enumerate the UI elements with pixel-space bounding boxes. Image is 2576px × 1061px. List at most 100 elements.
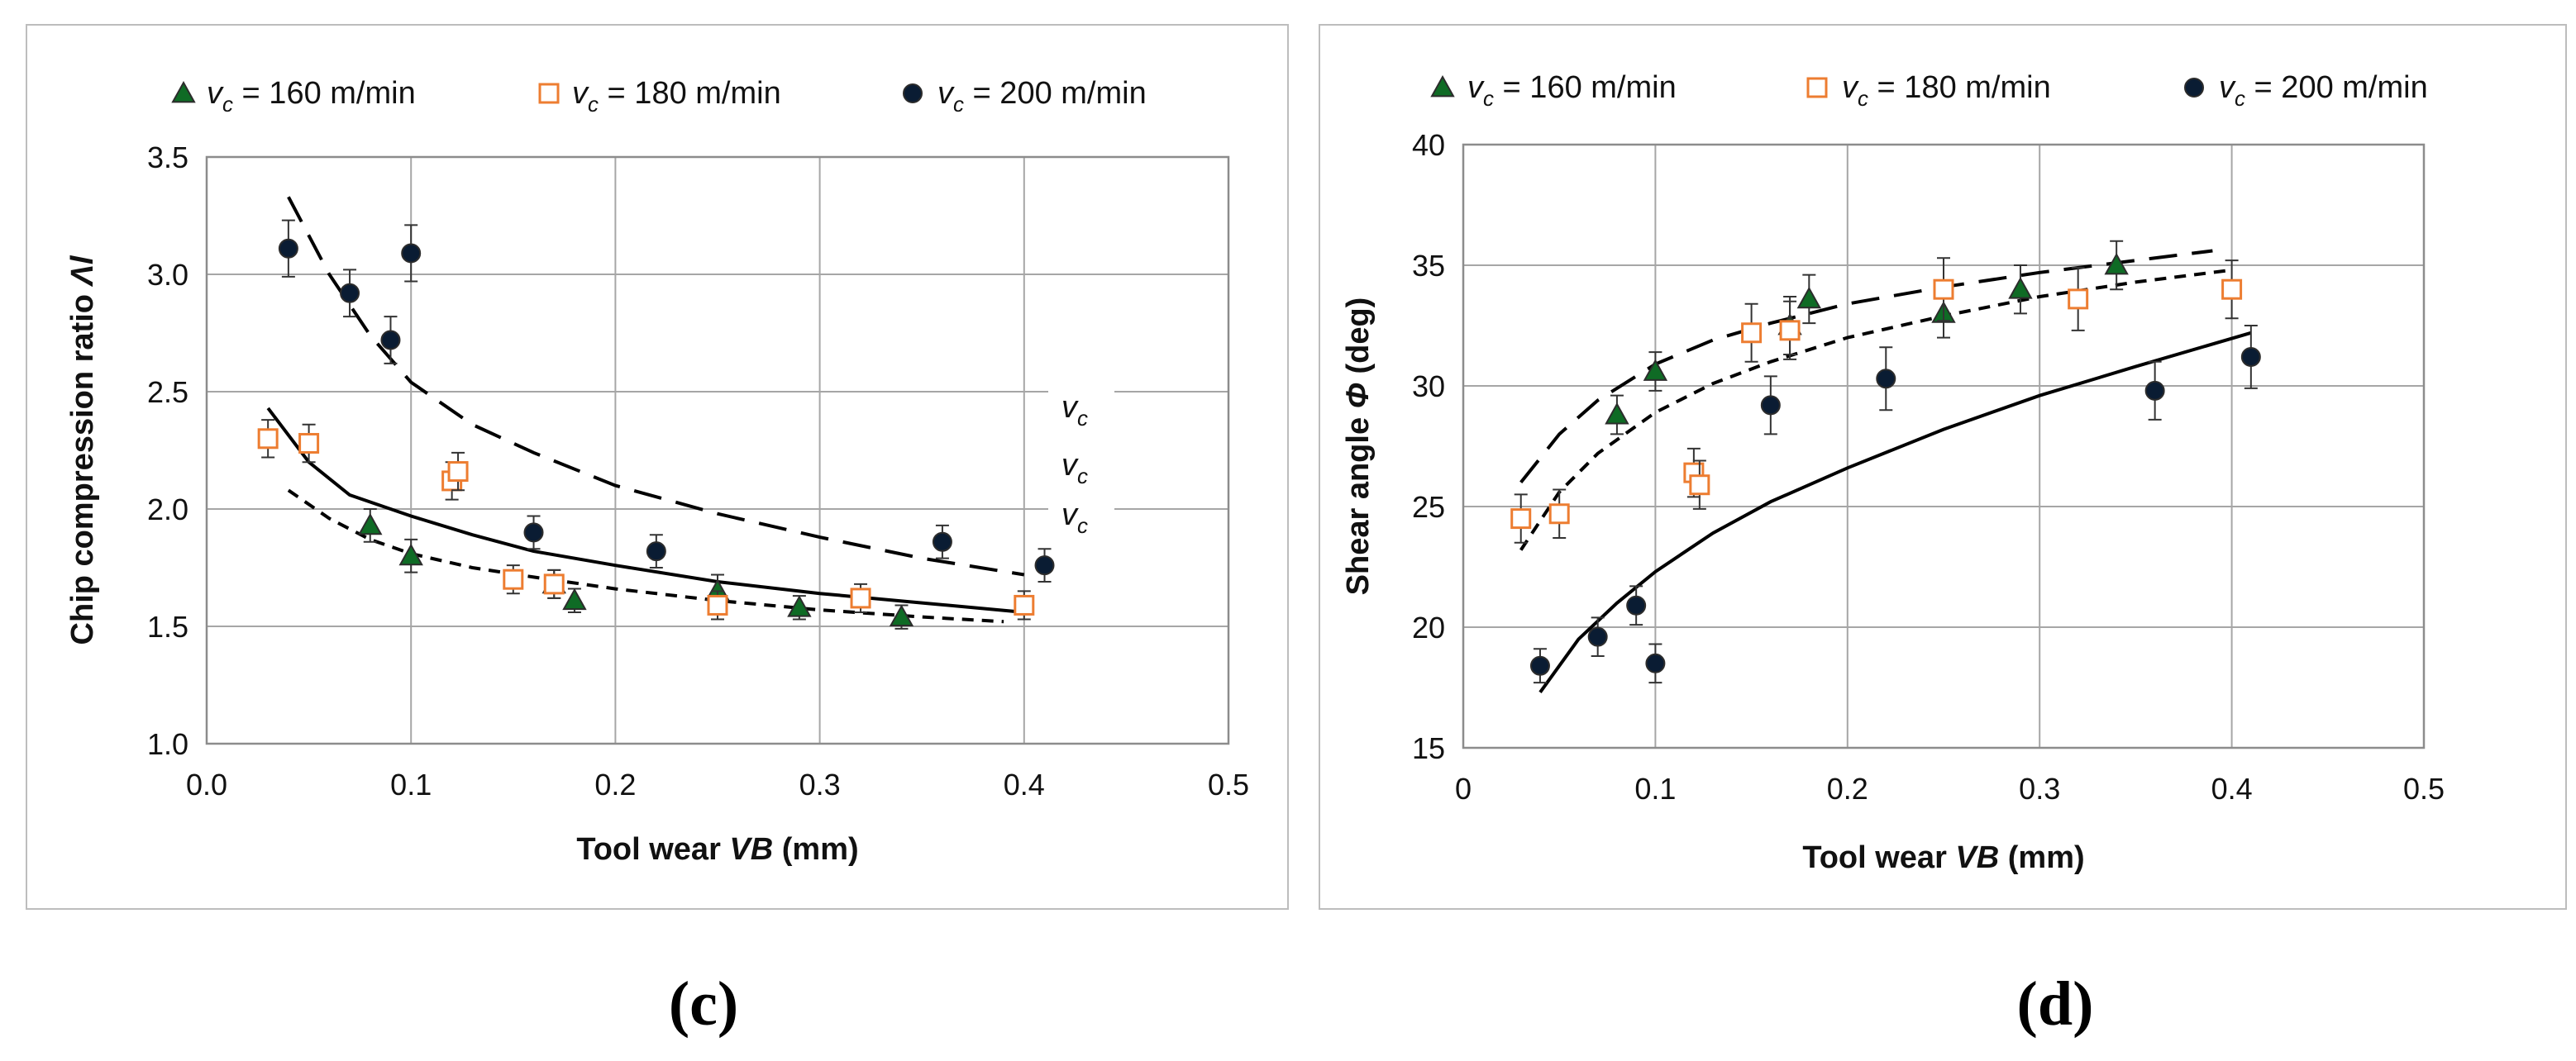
data-point-square (1014, 594, 1035, 616)
data-point-square (1741, 322, 1763, 344)
panel-label: (c) (669, 969, 738, 1039)
data-point-triangle (1605, 402, 1629, 425)
legend-label: vc = 160 m/min (207, 76, 416, 117)
x-tick-label: 0.3 (2019, 772, 2060, 806)
series-square (1510, 257, 2243, 544)
legend-marker-triangle (1430, 74, 1455, 98)
trendline-solid (1538, 331, 2252, 693)
legend-subscript: c (953, 92, 964, 117)
data-point-square (1779, 320, 1801, 341)
x-tick-label: 0.0 (186, 768, 227, 802)
data-point-circle (278, 238, 298, 259)
x-tick-label: 0.2 (1827, 772, 1868, 806)
legend-value: = 160 m/min (233, 76, 416, 111)
y-tick-label: 2.5 (147, 375, 188, 409)
data-point-circle (646, 541, 666, 562)
legend: vc = 160 m/min vc = 180 m/min vc = 200 m/m… (1430, 70, 2428, 111)
series-triangle (358, 508, 914, 630)
x-tick-label: 0.3 (799, 768, 841, 802)
legend-variable: v (572, 76, 589, 111)
x-tick-label: 0.1 (1634, 772, 1676, 806)
data-point-circle (401, 243, 422, 264)
legend-variable: v (1467, 70, 1485, 105)
x-tick-label: 0.2 (594, 768, 636, 802)
data-point-triangle (358, 512, 383, 535)
x-axis-label-variable: VB (1955, 840, 1999, 875)
legend-subscript: c (2235, 86, 2245, 111)
data-point-square (503, 569, 524, 590)
y-tick-label: 1.0 (147, 727, 188, 761)
data-point-square (2221, 278, 2243, 300)
legend-marker-square (538, 83, 560, 104)
curve-label-subscript: c (1077, 406, 1088, 431)
y-axis-label: Shear angle Φ (deg) (1341, 297, 1376, 596)
data-point-triangle (2008, 277, 2033, 299)
data-point-circle (932, 531, 952, 552)
data-point-square (298, 432, 320, 454)
y-tick-label: 20 (1412, 611, 1445, 645)
y-tick-label: 1.5 (147, 610, 188, 644)
legend-label: vc = 160 m/min (1467, 70, 1677, 111)
data-point-circle (1645, 653, 1666, 673)
chart-frame (1319, 24, 2567, 910)
data-point-circle (1034, 555, 1055, 576)
y-tick-label: 3.0 (147, 258, 188, 292)
legend-value: = 180 m/min (1868, 70, 2051, 105)
x-axis-label-variable: VB (729, 832, 773, 867)
y-axis-label-text: Chip compression ratio (65, 285, 100, 645)
trendline-long-dash (287, 196, 1025, 577)
x-axis-label-unit: (mm) (1999, 840, 2084, 875)
trendline-long-dash (1519, 249, 2213, 484)
y-tick-label: 25 (1412, 490, 1445, 524)
legend: vc = 160 m/min vc = 180 m/min vc = 200 m/m… (171, 76, 1147, 117)
chart-c: 1.0 1.5 2.0 2.5 3.0 3.5 0.0 0.1 0.2 0.3 0.4 0.5 Tool… (26, 24, 1289, 910)
y-axis-label-text: Shear angle (1341, 408, 1376, 595)
x-axis-label-text: Tool wear (1802, 840, 1955, 875)
x-tick-label: 0.5 (1208, 768, 1249, 802)
y-axis-label-variable: Λl (65, 255, 100, 287)
curve-label: vc (1061, 390, 1088, 431)
data-point-square (543, 573, 565, 595)
y-tick-label: 2.0 (147, 492, 188, 526)
legend-subscript: c (588, 92, 599, 117)
series-circle (278, 219, 1055, 583)
legend-marker-circle (903, 83, 923, 103)
plot-area-border (205, 155, 1230, 745)
legend-subscript: c (1858, 86, 1868, 111)
legend-marker-square (1806, 77, 1828, 98)
data-point-circle (1760, 395, 1781, 416)
legend-subscript: c (1483, 86, 1494, 111)
data-point-triangle (398, 543, 423, 566)
data-point-triangle (889, 604, 914, 627)
data-point-triangle (1643, 359, 1668, 381)
plot-area-border (1462, 143, 2426, 749)
legend-marker-circle (2184, 78, 2204, 98)
data-point-circle (2144, 380, 2165, 401)
y-axis-label: Chip compression ratio Λl (65, 255, 100, 645)
data-point-square (1548, 503, 1570, 525)
data-point-circle (1876, 369, 1896, 389)
data-point-square (1933, 278, 1954, 300)
series-circle (1529, 325, 2261, 684)
data-point-circle (1587, 626, 1608, 647)
data-point-triangle (787, 595, 812, 617)
legend-variable: v (2219, 70, 2236, 105)
y-tick-label: 15 (1412, 731, 1445, 765)
y-tick-label: 40 (1412, 128, 1445, 162)
chart-d: 15 20 25 30 35 40 0 0.1 0.2 0.3 0.4 0.5 Tool wear VB… (1319, 24, 2567, 910)
legend-variable: v (1842, 70, 1859, 105)
curve-label-variable: v (1061, 448, 1079, 483)
trendline-short-dash (1519, 268, 2232, 551)
legend-marker-triangle (171, 80, 196, 103)
x-axis-label-unit: (mm) (773, 832, 858, 867)
data-point-square (257, 428, 279, 450)
data-point-square (1510, 508, 1532, 530)
trendline-short-dash (287, 488, 1004, 624)
data-point-circle (380, 330, 401, 350)
y-axis-label-variable: Φ (1341, 383, 1376, 408)
data-point-triangle (1796, 286, 1822, 309)
legend-label: vc = 200 m/min (2219, 70, 2428, 111)
y-tick-label: 35 (1412, 249, 1445, 283)
legend-value: = 160 m/min (1494, 70, 1677, 105)
